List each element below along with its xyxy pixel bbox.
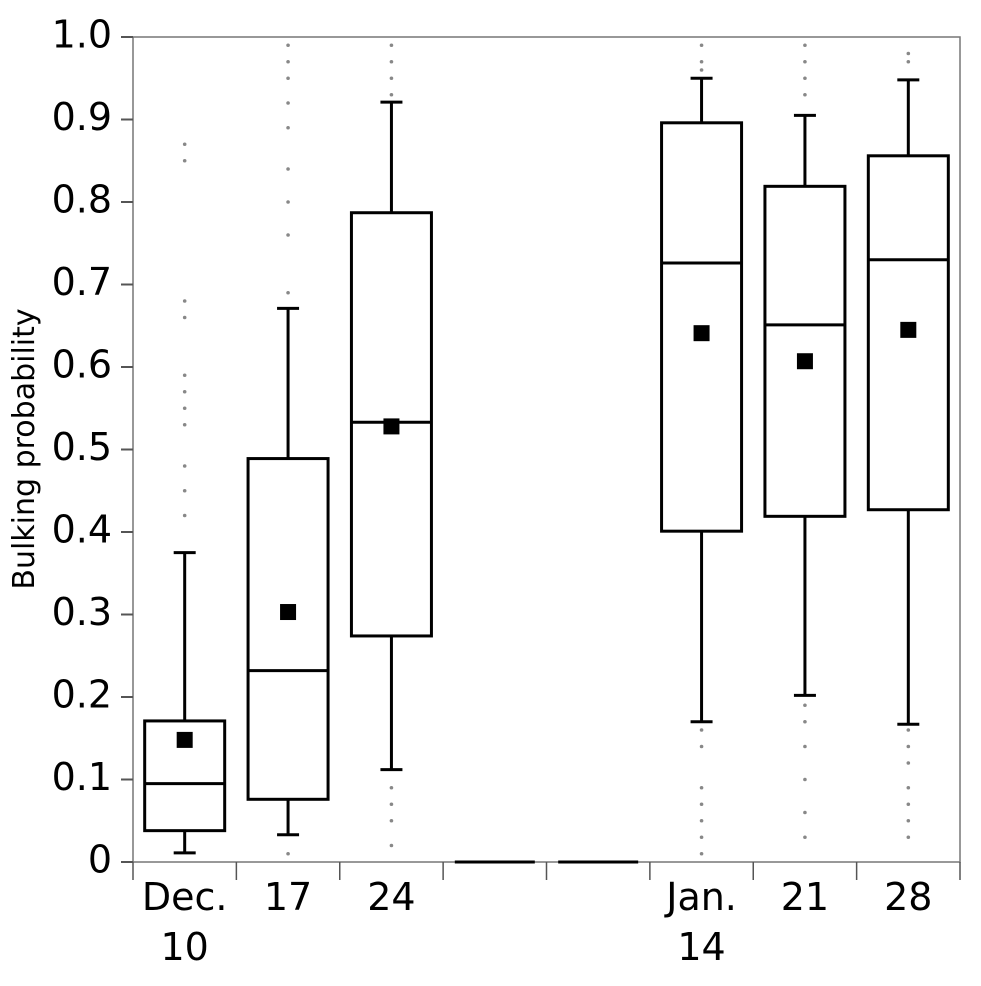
- y-tick-label: 0.3: [52, 590, 112, 634]
- outlier: [182, 315, 187, 320]
- mean-marker: [900, 321, 917, 338]
- outlier: [286, 167, 290, 171]
- outlier: [803, 43, 807, 48]
- y-tick-label: 0: [88, 838, 112, 882]
- outlier: [286, 76, 290, 81]
- outlier: [906, 761, 911, 765]
- outlier: [699, 802, 704, 807]
- outlier: [389, 785, 394, 790]
- outlier: [906, 802, 911, 807]
- outlier: [803, 810, 807, 815]
- outlier: [286, 200, 290, 204]
- y-tick-label: 0.4: [52, 508, 112, 552]
- x-tick-label: 24: [367, 875, 415, 919]
- y-tick-label: 0.9: [52, 95, 112, 139]
- outlier: [286, 233, 290, 237]
- outlier: [906, 728, 911, 732]
- outlier: [286, 851, 290, 856]
- outlier: [699, 43, 704, 48]
- y-axis-label: Bulking probability: [7, 308, 42, 589]
- outlier: [803, 835, 807, 840]
- outlier: [699, 728, 704, 732]
- outlier: [803, 76, 807, 81]
- y-tick-label: 0.8: [52, 178, 112, 222]
- outlier: [699, 851, 704, 856]
- outlier: [906, 785, 911, 790]
- y-tick-label: 0.2: [52, 673, 112, 717]
- outlier: [699, 835, 704, 840]
- y-tick-label: 0.7: [52, 260, 112, 304]
- outlier: [389, 818, 394, 823]
- outlier: [389, 43, 394, 48]
- outlier: [906, 51, 911, 56]
- outlier: [389, 92, 394, 97]
- y-tick-label: 0.5: [52, 425, 112, 469]
- outlier: [389, 59, 394, 64]
- outlier: [906, 818, 911, 823]
- outlier: [803, 719, 807, 724]
- mean-marker: [796, 353, 813, 370]
- box: [246, 457, 330, 801]
- outlier: [182, 299, 187, 303]
- outlier: [389, 76, 394, 81]
- outlier: [906, 835, 911, 840]
- outlier: [182, 422, 187, 427]
- box: [763, 184, 847, 518]
- outlier: [803, 92, 807, 97]
- outlier: [182, 158, 187, 163]
- outlier: [286, 59, 290, 64]
- outlier: [699, 68, 704, 72]
- outlier: [182, 488, 187, 493]
- outlier: [182, 373, 187, 378]
- outlier: [286, 43, 290, 48]
- mean-marker: [280, 604, 297, 621]
- outlier: [803, 777, 807, 782]
- y-tick-label: 1.0: [52, 13, 112, 57]
- outlier: [182, 406, 187, 411]
- outlier: [286, 290, 290, 295]
- mean-marker: [176, 731, 193, 748]
- outlier: [699, 59, 704, 64]
- x-tick-label: Jan. 14: [664, 875, 737, 969]
- mean-marker: [693, 325, 710, 342]
- outlier: [906, 59, 911, 64]
- outlier: [803, 744, 807, 749]
- x-tick-label: 17: [264, 875, 312, 919]
- outlier: [699, 818, 704, 823]
- outlier: [803, 703, 807, 708]
- x-tick-label: 28: [884, 875, 932, 919]
- outlier: [389, 843, 394, 848]
- outlier: [699, 744, 704, 749]
- outlier: [389, 802, 394, 807]
- outlier: [182, 464, 187, 468]
- mean-marker: [383, 418, 400, 435]
- outlier: [286, 125, 290, 130]
- outlier: [182, 142, 187, 147]
- x-tick-label: 21: [781, 875, 829, 919]
- y-tick-label: 0.6: [52, 343, 112, 387]
- outlier: [906, 744, 911, 749]
- outlier: [803, 59, 807, 64]
- outlier: [182, 389, 187, 394]
- outlier: [182, 513, 187, 518]
- outlier: [699, 785, 704, 790]
- outlier: [286, 101, 290, 105]
- y-tick-label: 0.1: [52, 755, 112, 799]
- x-tick-label: Dec. 10: [142, 875, 228, 969]
